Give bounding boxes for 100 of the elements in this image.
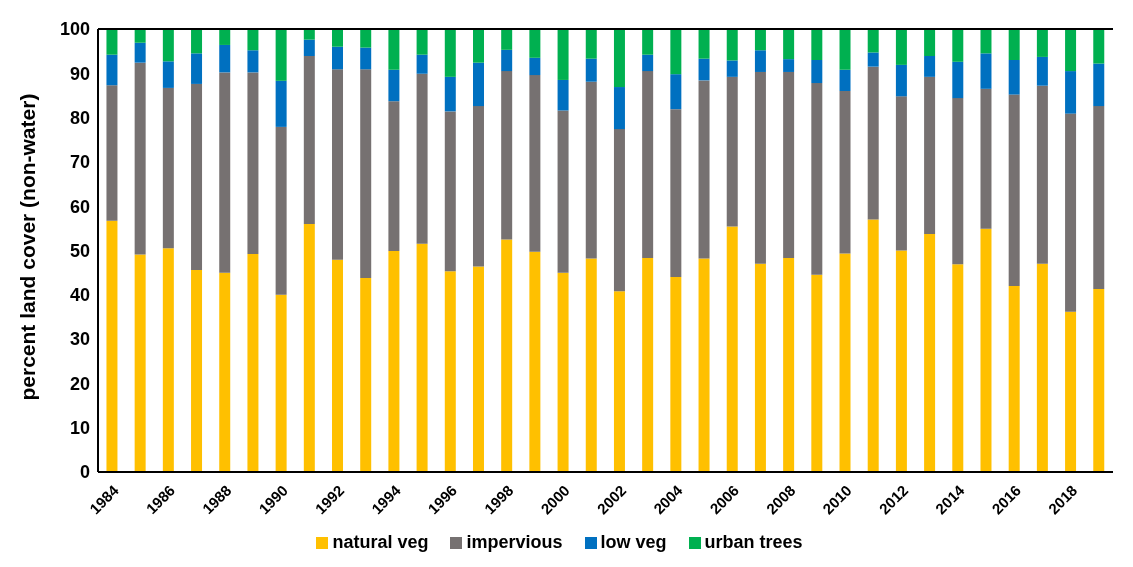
- bar: [529, 29, 541, 58]
- bar: [360, 29, 372, 48]
- bar: [134, 62, 146, 255]
- bar: [867, 219, 879, 472]
- bar: [980, 53, 992, 89]
- bar: [1036, 56, 1048, 86]
- bar: [303, 56, 315, 224]
- bar: [162, 29, 174, 62]
- bar: [360, 69, 372, 278]
- bar: [670, 277, 682, 472]
- bar: [1008, 285, 1020, 472]
- y-tick-label: 20: [69, 373, 90, 394]
- bar: [134, 42, 146, 63]
- bar: [388, 69, 400, 102]
- bar: [247, 72, 259, 255]
- bar: [726, 76, 738, 227]
- bar: [980, 88, 992, 229]
- bar: [754, 29, 766, 51]
- bar: [472, 62, 484, 107]
- y-tick-label: 40: [69, 285, 90, 306]
- bar: [1008, 94, 1020, 286]
- bar: [557, 29, 569, 80]
- bar: [642, 258, 654, 472]
- bar: [191, 269, 203, 472]
- bar: [1065, 71, 1077, 114]
- bar: [501, 239, 513, 472]
- bar: [275, 126, 287, 295]
- bar: [529, 251, 541, 472]
- bar: [444, 111, 456, 272]
- bar: [501, 29, 513, 50]
- bar: [332, 259, 344, 472]
- bar: [895, 64, 907, 97]
- bar: [472, 106, 484, 267]
- bar: [952, 264, 964, 472]
- bar: [642, 54, 654, 72]
- bar: [613, 291, 625, 472]
- y-tick-label: 10: [69, 418, 90, 439]
- bar: [1093, 289, 1105, 472]
- bar: [557, 272, 569, 472]
- bar: [585, 258, 597, 472]
- bar: [472, 266, 484, 472]
- bar: [783, 71, 795, 259]
- bar: [106, 29, 118, 55]
- bar: [303, 223, 315, 472]
- bar: [754, 71, 766, 264]
- bar: [783, 59, 795, 72]
- bar: [839, 253, 851, 472]
- bar: [642, 71, 654, 259]
- bar: [416, 29, 428, 55]
- bar: [388, 29, 400, 70]
- bar: [867, 29, 879, 53]
- bar: [162, 61, 174, 88]
- bar: [585, 81, 597, 259]
- bar: [980, 29, 992, 54]
- bar: [585, 29, 597, 59]
- bar: [1093, 29, 1105, 64]
- y-axis-title: percent land cover (non-water): [16, 93, 40, 401]
- bar: [642, 29, 654, 55]
- bar: [670, 74, 682, 110]
- y-tick-label: 0: [79, 462, 90, 483]
- bar: [613, 87, 625, 130]
- bar: [388, 101, 400, 251]
- y-tick-label: 80: [69, 107, 90, 128]
- bar: [1093, 63, 1105, 107]
- bar: [613, 29, 625, 88]
- bar: [585, 58, 597, 82]
- legend-label: urban trees: [704, 532, 803, 552]
- bar: [924, 234, 936, 472]
- bar: [754, 50, 766, 72]
- bar: [219, 72, 231, 273]
- bar: [1093, 106, 1105, 290]
- bar: [106, 220, 118, 472]
- bar: [811, 60, 823, 84]
- bar: [501, 71, 513, 240]
- bar: [416, 243, 428, 472]
- bar: [698, 58, 710, 81]
- bar: [924, 56, 936, 77]
- bar: [811, 274, 823, 472]
- bar: [501, 49, 513, 72]
- bar: [811, 83, 823, 275]
- bar: [275, 29, 287, 81]
- bar: [698, 80, 710, 259]
- bar: [303, 29, 315, 40]
- y-tick-label: 70: [69, 152, 90, 173]
- bar: [360, 277, 372, 472]
- bar: [924, 76, 936, 235]
- y-tick-label: 100: [59, 19, 90, 40]
- bar: [726, 29, 738, 61]
- y-tick-label: 60: [69, 196, 90, 217]
- bar: [247, 29, 259, 51]
- bar: [106, 85, 118, 221]
- bar: [839, 69, 851, 92]
- bar: [191, 29, 203, 54]
- bar: [670, 29, 682, 75]
- bar: [134, 254, 146, 472]
- bar: [529, 75, 541, 252]
- bar: [839, 91, 851, 254]
- bar: [332, 69, 344, 260]
- bar: [275, 294, 287, 472]
- bar: [332, 46, 344, 70]
